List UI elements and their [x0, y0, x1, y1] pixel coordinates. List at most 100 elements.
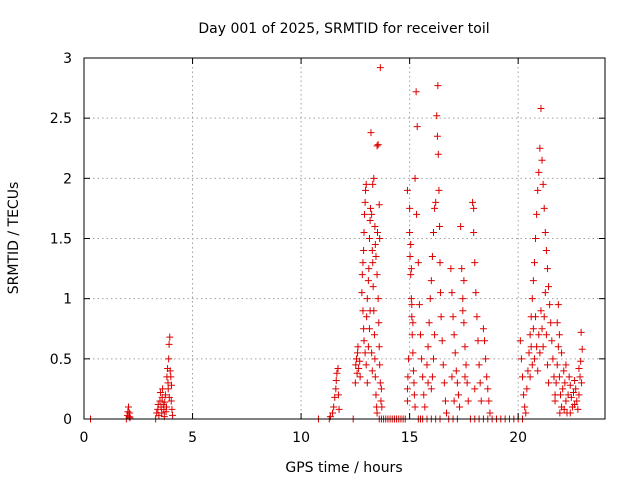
data-point: [377, 397, 385, 405]
tick-labels: 0 5 10 15 20 0 0.5 1 1.5 2 2.5 3: [50, 51, 527, 446]
data-point: [474, 337, 482, 345]
data-point: [166, 367, 174, 375]
data-point: [555, 373, 563, 381]
data-point: [409, 319, 417, 327]
data-point: [570, 389, 578, 397]
data-point: [448, 289, 456, 297]
data-point: [431, 331, 439, 339]
data-point: [459, 307, 467, 315]
data-point: [124, 408, 132, 416]
data-point: [415, 301, 423, 309]
data-point: [334, 364, 342, 372]
data-point: [551, 397, 559, 405]
data-point: [165, 340, 173, 348]
data-point: [554, 343, 562, 351]
data-point: [542, 247, 550, 255]
x-tick-label: 10: [292, 430, 310, 446]
data-point: [558, 349, 566, 357]
data-point: [436, 259, 444, 267]
data-point: [332, 385, 340, 393]
data-point: [565, 373, 573, 381]
data-point: [372, 253, 380, 261]
data-point: [378, 403, 386, 411]
data-point: [372, 391, 380, 399]
data-point: [356, 357, 364, 365]
data-point: [407, 265, 415, 273]
y-tick-label: 1: [63, 292, 72, 308]
data-point: [552, 379, 560, 387]
data-point: [368, 247, 376, 255]
data-point: [522, 409, 530, 417]
data-point: [575, 364, 583, 372]
data-point: [424, 379, 432, 387]
data-point: [561, 379, 569, 387]
data-point: [529, 277, 537, 285]
data-point: [332, 376, 340, 384]
data-point: [538, 156, 546, 164]
data-point: [471, 385, 479, 393]
data-point: [334, 391, 342, 399]
data-point: [363, 295, 371, 303]
data-point: [553, 319, 561, 327]
data-point: [526, 373, 534, 381]
data-point: [528, 295, 536, 303]
data-point: [414, 259, 422, 267]
x-tick-label: 5: [188, 430, 197, 446]
data-point: [354, 349, 362, 357]
data-point: [469, 198, 477, 206]
data-point: [409, 349, 417, 357]
data-point: [410, 379, 418, 387]
data-point: [366, 216, 374, 224]
data-point: [329, 409, 337, 417]
data-point: [528, 361, 536, 369]
data-point: [536, 349, 544, 357]
data-point: [376, 235, 384, 242]
data-point: [166, 333, 174, 341]
data-point: [559, 385, 567, 393]
data-point: [460, 319, 468, 327]
data-point: [443, 409, 451, 417]
data-point: [525, 349, 533, 357]
data-point: [406, 228, 414, 236]
data-point: [562, 397, 570, 405]
data-point: [360, 228, 368, 236]
data-point: [481, 337, 489, 345]
data-point: [450, 331, 458, 339]
data-point: [479, 325, 487, 333]
data-point: [330, 403, 338, 411]
data-point: [543, 361, 551, 369]
data-point: [435, 186, 443, 194]
data-point: [576, 373, 584, 381]
data-point: [439, 361, 447, 369]
data-point: [364, 343, 372, 351]
x-tick-label: 20: [509, 430, 527, 446]
data-point: [376, 379, 384, 387]
data-point: [162, 403, 170, 411]
data-point: [471, 259, 479, 267]
data-point: [373, 228, 381, 236]
data-point: [404, 373, 412, 381]
data-point: [470, 228, 478, 236]
data-point: [360, 325, 368, 333]
data-point: [524, 367, 532, 375]
data-point: [483, 373, 491, 381]
data-point: [333, 369, 341, 377]
y-tick-label: 1.5: [50, 232, 72, 248]
data-point: [545, 283, 553, 291]
data-point: [419, 373, 427, 381]
data-point: [440, 379, 448, 387]
data-point: [436, 222, 444, 230]
data-point: [413, 123, 421, 131]
data-point: [521, 403, 529, 411]
data-point: [470, 204, 478, 212]
data-point: [545, 379, 553, 387]
data-point: [452, 367, 460, 375]
data-point: [486, 409, 494, 417]
data-point: [530, 355, 538, 363]
data-point: [484, 385, 492, 393]
data-point: [530, 259, 538, 267]
data-point: [519, 373, 527, 381]
data-point: [547, 319, 555, 327]
data-point: [577, 357, 585, 365]
data-point: [575, 391, 583, 399]
